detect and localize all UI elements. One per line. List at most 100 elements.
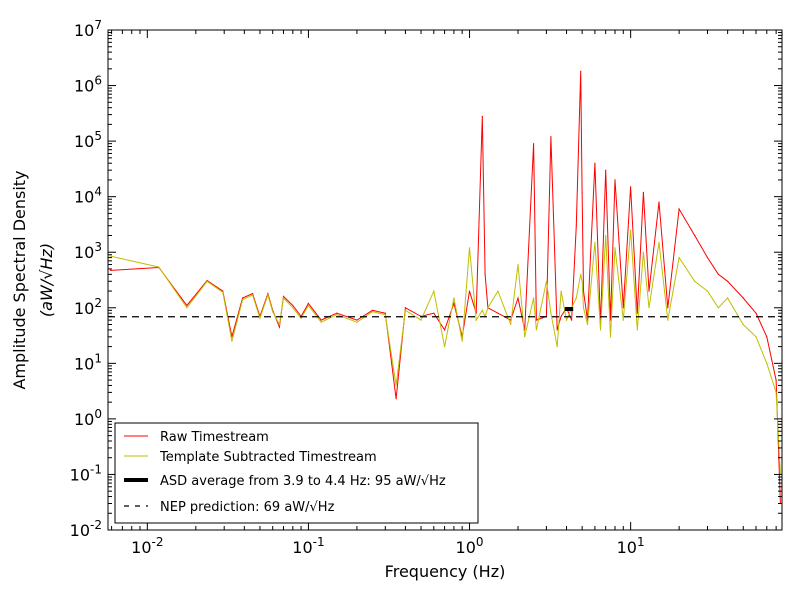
y-tick-label: 105 [74,129,102,151]
data-point-raw [278,326,280,328]
data-point-raw [630,186,632,188]
x-tick-label: 10-2 [131,535,163,557]
data-point-template [272,311,274,313]
data-point-raw [594,162,596,164]
legend-label-raw: Raw Timestream [160,430,269,445]
data-point-template [206,280,208,282]
y-tick-label: 104 [74,185,102,207]
data-point-template [444,346,446,348]
data-point-template [336,314,338,316]
data-point-template [481,309,483,311]
data-point-raw [678,208,680,210]
data-point-template [461,340,463,342]
data-point-raw [575,225,577,227]
data-point-template [556,346,558,348]
data-point-template [545,280,548,282]
x-tick-label: 101 [617,535,645,557]
data-point-template [658,241,660,243]
legend-label-nep: NEP prediction: 69 aW/√Hz [160,500,335,515]
data-point-template [186,307,188,309]
data-point-template [622,319,624,321]
data-point-template [582,307,585,309]
series-line-template [110,230,781,475]
data-point-raw [571,319,573,321]
data-point-raw [481,115,483,117]
data-point-raw [517,297,519,299]
legend-label-template: Template Subtracted Timestream [159,450,377,465]
data-point-raw [717,273,719,275]
y-tick-label: 102 [74,296,102,318]
data-point-template [580,273,582,275]
data-point-template [605,234,607,237]
data-point-template [453,297,455,299]
data-point-template [565,319,568,321]
data-point-raw [242,297,244,299]
x-tick-label: 10-1 [292,535,324,557]
data-point-template [231,340,233,342]
data-point-raw [444,329,446,331]
data-point-template [267,294,269,296]
data-point-raw [550,136,552,138]
data-point-raw [336,312,338,314]
data-point-raw [222,290,224,292]
data-point-raw [453,302,455,304]
data-point-raw [252,293,254,295]
data-point-template [300,317,302,319]
data-point-template [742,323,744,326]
data-point-raw [581,191,583,193]
data-point-template [320,321,322,323]
data-point-template [775,391,777,393]
data-point-raw [535,319,538,321]
data-point-template [694,280,696,282]
data-point-template [222,291,224,293]
data-point-raw [433,312,435,314]
data-point-template [307,304,309,307]
data-point-raw [755,312,757,314]
data-point-raw [727,280,729,282]
data-point-template [497,290,499,292]
data-point-template [278,323,280,326]
data-point-template [550,312,552,314]
data-point-raw [706,257,709,259]
y-tick-label: 10-1 [70,462,102,484]
data-point-raw [371,309,374,311]
data-point-template [599,329,602,331]
data-point-template [594,241,596,243]
data-point-template [560,290,562,292]
data-point-template [356,321,358,323]
data-point-template [642,251,645,253]
data-point-raw [766,336,768,338]
data-point-template [609,336,612,338]
data-point-template [766,362,768,364]
data-point-template [242,299,244,301]
data-point-template [371,311,374,313]
data-point-raw [642,191,645,193]
y-tick-label: 107 [74,18,102,40]
data-point-template [158,266,160,268]
data-point-raw [356,319,358,321]
data-point-raw [605,169,607,171]
data-point-template [510,323,512,326]
data-point-template [533,297,535,299]
data-point-raw [582,290,585,292]
data-point-template [667,319,669,321]
x-axis-label: Frequency (Hz) [385,562,506,581]
y-axis-units: (aW/√Hz) [37,243,56,317]
data-point-template [586,323,589,326]
data-point-template [259,317,261,319]
data-point-raw [742,297,744,299]
y-tick-label: 106 [74,74,102,96]
y-tick-label: 103 [74,240,102,262]
data-point-template [535,329,538,331]
data-point-raw [497,312,499,314]
data-point-raw [614,179,616,181]
data-point-template [292,307,294,309]
data-point-template [404,309,406,311]
data-point-raw [484,273,486,275]
data-point-raw [404,307,406,309]
data-point-raw [186,304,188,307]
data-point-raw [292,304,294,307]
data-point-template [252,294,254,296]
data-point-template [717,307,719,309]
